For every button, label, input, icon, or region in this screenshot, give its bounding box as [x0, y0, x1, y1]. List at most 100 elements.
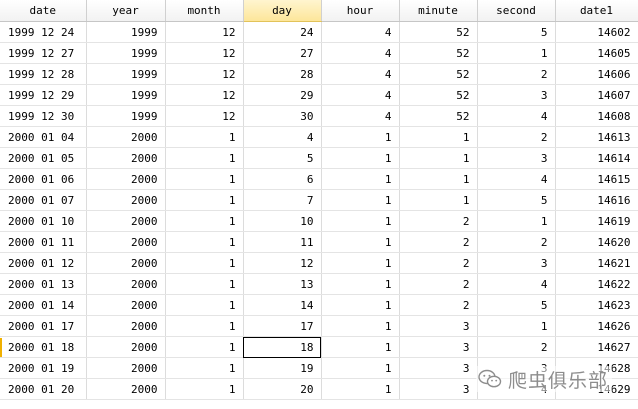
cell-second[interactable]: 5: [477, 21, 556, 43]
cell-minute[interactable]: 1: [399, 126, 478, 148]
cell-year[interactable]: 2000: [86, 189, 166, 211]
cell-hour[interactable]: 1: [321, 357, 400, 379]
column-header-year[interactable]: year: [86, 0, 166, 22]
cell-year[interactable]: 2000: [86, 273, 166, 295]
cell-second[interactable]: 3: [477, 147, 556, 169]
cell-date[interactable]: 2000 01 10: [0, 210, 87, 232]
cell-second[interactable]: 3: [477, 84, 556, 106]
cell-hour[interactable]: 1: [321, 231, 400, 253]
cell-year[interactable]: 2000: [86, 168, 166, 190]
cell-date[interactable]: 2000 01 04: [0, 126, 87, 148]
cell-year[interactable]: 2000: [86, 210, 166, 232]
cell-day[interactable]: 17: [243, 315, 322, 337]
cell-date1[interactable]: 14605: [555, 42, 638, 64]
cell-minute[interactable]: 1: [399, 147, 478, 169]
cell-minute[interactable]: 52: [399, 105, 478, 127]
cell-day[interactable]: 24: [243, 21, 322, 43]
cell-month[interactable]: 1: [165, 231, 244, 253]
cell-second[interactable]: 4: [477, 168, 556, 190]
cell-month[interactable]: 1: [165, 378, 244, 400]
cell-minute[interactable]: 3: [399, 357, 478, 379]
cell-year[interactable]: 2000: [86, 378, 166, 400]
cell-minute[interactable]: 2: [399, 252, 478, 274]
cell-date1[interactable]: 14619: [555, 210, 638, 232]
cell-date1[interactable]: 14623: [555, 294, 638, 316]
cell-date[interactable]: 2000 01 14: [0, 294, 87, 316]
cell-day[interactable]: 27: [243, 42, 322, 64]
cell-minute[interactable]: 3: [399, 315, 478, 337]
cell-month[interactable]: 12: [165, 21, 244, 43]
cell-hour[interactable]: 1: [321, 378, 400, 400]
cell-date[interactable]: 1999 12 24: [0, 21, 87, 43]
cell-minute[interactable]: 2: [399, 273, 478, 295]
cell-date1[interactable]: 14608: [555, 105, 638, 127]
cell-year[interactable]: 2000: [86, 252, 166, 274]
cell-minute[interactable]: 2: [399, 294, 478, 316]
cell-minute[interactable]: 2: [399, 231, 478, 253]
column-header-hour[interactable]: hour: [321, 0, 400, 22]
cell-hour[interactable]: 4: [321, 21, 400, 43]
cell-date1[interactable]: 14621: [555, 252, 638, 274]
cell-day[interactable]: 14: [243, 294, 322, 316]
cell-minute[interactable]: 52: [399, 63, 478, 85]
cell-month[interactable]: 1: [165, 147, 244, 169]
column-header-date[interactable]: date: [0, 0, 87, 22]
cell-second[interactable]: 2: [477, 63, 556, 85]
cell-second[interactable]: 3: [477, 252, 556, 274]
cell-month[interactable]: 1: [165, 168, 244, 190]
cell-month[interactable]: 1: [165, 126, 244, 148]
cell-second[interactable]: 1: [477, 42, 556, 64]
cell-month[interactable]: 12: [165, 84, 244, 106]
cell-year[interactable]: 2000: [86, 336, 166, 358]
cell-date[interactable]: 2000 01 06: [0, 168, 87, 190]
cell-month[interactable]: 12: [165, 63, 244, 85]
cell-year[interactable]: 1999: [86, 84, 166, 106]
cell-date1[interactable]: 14622: [555, 273, 638, 295]
cell-day[interactable]: 29: [243, 84, 322, 106]
cell-day[interactable]: 18: [243, 336, 322, 358]
cell-day[interactable]: 28: [243, 63, 322, 85]
cell-second[interactable]: 1: [477, 210, 556, 232]
cell-hour[interactable]: 1: [321, 273, 400, 295]
cell-year[interactable]: 1999: [86, 105, 166, 127]
cell-date1[interactable]: 14613: [555, 126, 638, 148]
cell-minute[interactable]: 3: [399, 378, 478, 400]
cell-date[interactable]: 2000 01 12: [0, 252, 87, 274]
cell-month[interactable]: 1: [165, 357, 244, 379]
cell-hour[interactable]: 1: [321, 315, 400, 337]
cell-minute[interactable]: 52: [399, 42, 478, 64]
cell-second[interactable]: 2: [477, 336, 556, 358]
cell-hour[interactable]: 1: [321, 294, 400, 316]
cell-minute[interactable]: 3: [399, 336, 478, 358]
cell-hour[interactable]: 4: [321, 63, 400, 85]
cell-month[interactable]: 1: [165, 189, 244, 211]
cell-date[interactable]: 1999 12 28: [0, 63, 87, 85]
cell-date[interactable]: 2000 01 19: [0, 357, 87, 379]
cell-second[interactable]: 5: [477, 189, 556, 211]
cell-date1[interactable]: 14615: [555, 168, 638, 190]
cell-month[interactable]: 1: [165, 210, 244, 232]
cell-minute[interactable]: 52: [399, 21, 478, 43]
cell-hour[interactable]: 1: [321, 147, 400, 169]
column-header-day[interactable]: day: [243, 0, 322, 22]
cell-second[interactable]: 5: [477, 294, 556, 316]
cell-date1[interactable]: 14606: [555, 63, 638, 85]
cell-year[interactable]: 2000: [86, 231, 166, 253]
cell-day[interactable]: 6: [243, 168, 322, 190]
cell-hour[interactable]: 1: [321, 252, 400, 274]
column-header-second[interactable]: second: [477, 0, 556, 22]
cell-year[interactable]: 1999: [86, 21, 166, 43]
cell-hour[interactable]: 1: [321, 168, 400, 190]
cell-day[interactable]: 5: [243, 147, 322, 169]
cell-date1[interactable]: 14626: [555, 315, 638, 337]
cell-second[interactable]: 4: [477, 105, 556, 127]
cell-date[interactable]: 2000 01 20: [0, 378, 87, 400]
cell-day[interactable]: 12: [243, 252, 322, 274]
column-header-minute[interactable]: minute: [399, 0, 478, 22]
cell-date1[interactable]: 14602: [555, 21, 638, 43]
cell-date1[interactable]: 14627: [555, 336, 638, 358]
cell-year[interactable]: 2000: [86, 147, 166, 169]
cell-date[interactable]: 2000 01 17: [0, 315, 87, 337]
cell-year[interactable]: 1999: [86, 42, 166, 64]
cell-minute[interactable]: 1: [399, 189, 478, 211]
